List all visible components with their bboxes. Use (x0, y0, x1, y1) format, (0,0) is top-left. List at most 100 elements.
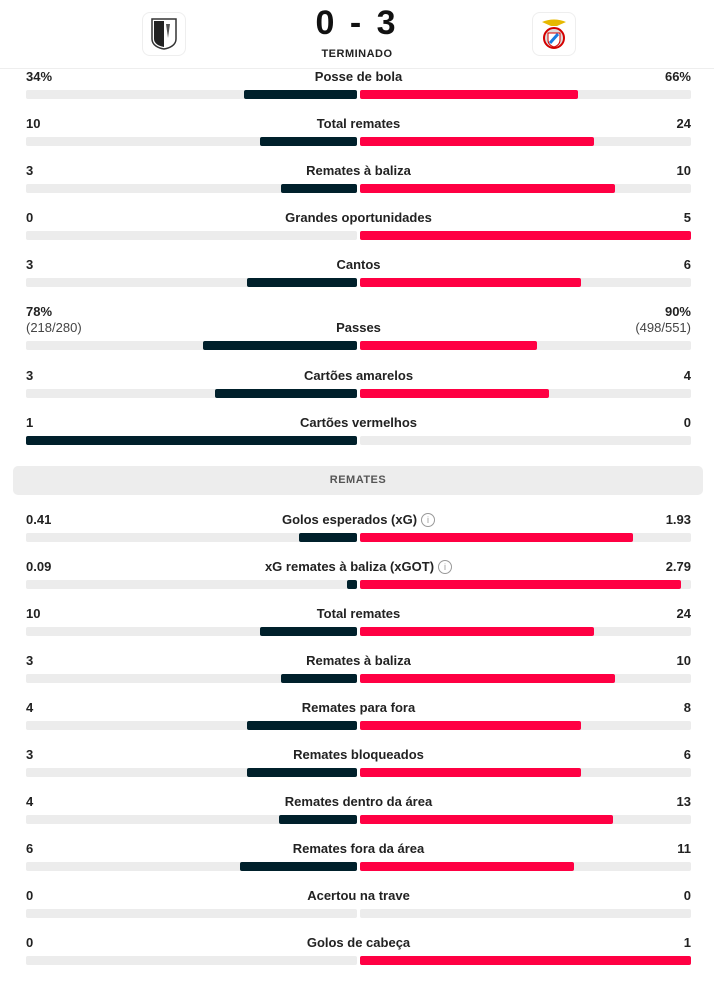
away-value: 6 (684, 747, 691, 763)
away-value-text: 66% (664, 69, 691, 84)
away-value-text: 13 (676, 794, 691, 809)
stat-row: 0.41 Golos esperados (xG) i 1.93 (26, 512, 691, 559)
home-bar-fill (259, 137, 357, 146)
stat-label-text: Cartões vermelhos (299, 415, 418, 430)
away-bar-fill (360, 389, 550, 398)
home-bar-fill (240, 862, 357, 871)
home-value-text: 0.09 (26, 559, 52, 574)
home-value-text: 10 (26, 606, 41, 621)
comparison-bar (26, 389, 691, 398)
match-status: TERMINADO (321, 48, 393, 60)
comparison-bar (26, 184, 691, 193)
stat-values: 0 Grandes oportunidades 5 (26, 210, 691, 226)
home-value-text: 34% (26, 69, 53, 84)
away-value-text: 24 (676, 606, 691, 621)
stat-values: 0 Golos de cabeça 1 (26, 935, 691, 951)
stat-label: Posse de bola (26, 69, 691, 85)
away-value: 10 (677, 653, 691, 669)
comparison-bar (26, 909, 691, 918)
home-bar-track (26, 768, 357, 777)
away-bar-fill (360, 862, 575, 871)
stat-label: Golos esperados (xG) i (26, 512, 691, 528)
home-value-text: 78% (26, 304, 53, 319)
home-bar-fill (246, 768, 357, 777)
comparison-bar (26, 862, 691, 871)
home-bar-track (26, 389, 357, 398)
home-value: 0 (26, 935, 33, 951)
stat-label-text: Posse de bola (314, 69, 403, 84)
away-bar-track (360, 533, 691, 542)
away-bar-fill (360, 137, 594, 146)
home-team-crest[interactable] (142, 12, 186, 56)
comparison-bar (26, 341, 691, 350)
away-bar-fill (360, 184, 615, 193)
comparison-bar (26, 580, 691, 589)
away-bar-fill (360, 721, 581, 730)
stat-label-text: Acertou na trave (307, 888, 410, 903)
home-bar-track (26, 627, 357, 636)
home-bar-fill (279, 815, 357, 824)
away-value: 24 (677, 606, 691, 622)
home-bar-track (26, 909, 357, 918)
home-value-text: 0 (26, 210, 34, 225)
away-value-text: 6 (683, 257, 691, 272)
comparison-bar (26, 231, 691, 240)
away-value: 0 (684, 888, 691, 904)
home-bar-fill (259, 627, 357, 636)
home-bar-track (26, 137, 357, 146)
stat-values: 1 Cartões vermelhos 0 (26, 415, 691, 431)
stat-label: Remates bloqueados (26, 747, 691, 763)
stat-label: Total remates (26, 116, 691, 132)
away-bar-fill (360, 815, 614, 824)
match-score: 0 - 3 (315, 4, 399, 42)
away-value-text: 5 (683, 210, 691, 225)
away-bar-fill (360, 627, 594, 636)
away-value: 11 (677, 841, 691, 857)
stat-row: 4 Remates para fora 8 (26, 700, 691, 747)
stat-label: Remates fora da área (26, 841, 691, 857)
away-value-text: 10 (676, 163, 691, 178)
away-value: 2.79 (666, 559, 691, 575)
stat-row: 3 Remates à baliza 10 (26, 163, 691, 210)
home-bar-fill (26, 436, 357, 445)
away-team-crest[interactable] (532, 12, 576, 56)
stat-label: Grandes oportunidades (26, 210, 691, 226)
statistics-list: 34% Posse de bola 66% 10 Total remates 24 3 Rem… (0, 69, 714, 982)
away-value: 24 (677, 116, 691, 132)
away-bar-track (360, 627, 691, 636)
home-value: 3 (26, 368, 33, 384)
home-value: 10 (26, 116, 40, 132)
info-icon[interactable]: i (421, 513, 436, 527)
stat-label: Remates para fora (26, 700, 691, 716)
stat-label-text: Cartões amarelos (303, 368, 414, 383)
home-bar-fill (346, 580, 357, 589)
away-bar-track (360, 674, 691, 683)
stat-values: 4 Remates para fora 8 (26, 700, 691, 716)
section-header-remates: REMATES (13, 466, 703, 495)
home-value-text: 3 (26, 368, 34, 383)
home-value: 34% (26, 69, 52, 85)
home-bar-track (26, 580, 357, 589)
home-value-text: 3 (26, 163, 34, 178)
stat-label-text: Total remates (316, 116, 401, 131)
home-bar-track (26, 278, 357, 287)
stat-label-text: Cantos (336, 257, 381, 272)
comparison-bar (26, 815, 691, 824)
comparison-bar (26, 90, 691, 99)
away-bar-fill (360, 768, 581, 777)
away-value: 8 (684, 700, 691, 716)
info-icon[interactable]: i (438, 560, 453, 574)
stat-label: Remates à baliza (26, 653, 691, 669)
away-bar-track (360, 909, 691, 918)
home-value: 6 (26, 841, 33, 857)
away-bar-fill (360, 674, 615, 683)
away-bar-track (360, 436, 691, 445)
away-bar-track (360, 862, 691, 871)
home-bar-track (26, 674, 357, 683)
home-bar-fill (280, 184, 357, 193)
stat-label: Cartões vermelhos (26, 415, 691, 431)
comparison-bar (26, 721, 691, 730)
home-value: 78% (218/280) (26, 304, 82, 336)
stat-values: 4 Remates dentro da área 13 (26, 794, 691, 810)
stat-row: 10 Total remates 24 (26, 116, 691, 163)
